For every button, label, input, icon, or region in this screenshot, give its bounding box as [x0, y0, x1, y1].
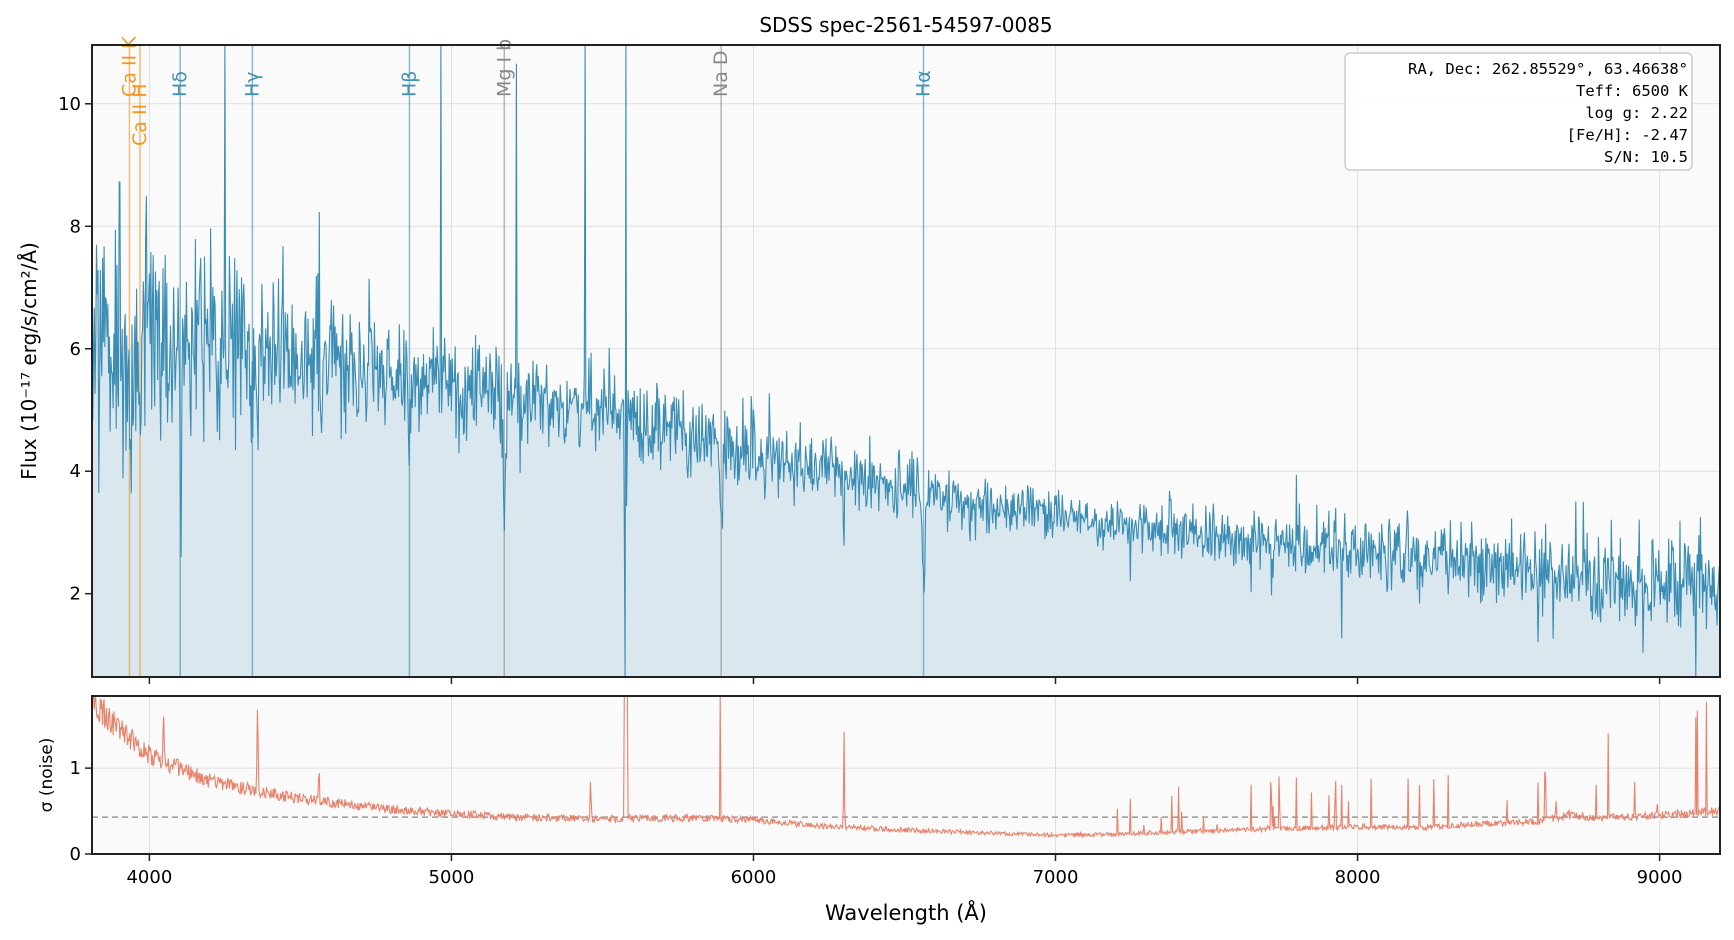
- y-tick-label: 2: [70, 584, 81, 605]
- x-tick-label: 4000: [126, 867, 172, 888]
- spectral-line-label: Hα: [913, 70, 935, 97]
- x-axis-label: Wavelength (Å): [825, 899, 987, 925]
- noise-panel: 0 1 4000 5000 6000 7000 8000 9000: [70, 695, 1721, 888]
- y-tick-label: 8: [70, 216, 81, 237]
- spectral-line-label: Hγ: [241, 71, 263, 97]
- x-tick-label: 7000: [1033, 867, 1079, 888]
- spectral-line-label: Ca II K: [118, 36, 140, 97]
- x-tick-label: 8000: [1335, 867, 1381, 888]
- y-tick-label: 0: [70, 844, 81, 865]
- chart-title: SDSS spec-2561-54597-0085: [759, 13, 1052, 37]
- x-tick-label: 6000: [731, 867, 777, 888]
- y-tick-label: 6: [70, 339, 81, 360]
- info-feh: [Fe/H]: -2.47: [1567, 126, 1688, 144]
- flux-series-group: [92, 45, 1720, 677]
- noise-series-line: [92, 696, 1720, 839]
- y-tick-label: 1: [70, 758, 81, 779]
- flux-series-line: [92, 45, 1720, 677]
- x-tick-label: 5000: [429, 867, 475, 888]
- flux-axes-frame: [91, 44, 1721, 678]
- spectral-line-label: Hδ: [169, 71, 191, 97]
- y-axis-label-noise: σ (noise): [37, 738, 57, 813]
- noise-series-group: [92, 696, 1720, 839]
- spectral-line-label: Hβ: [398, 71, 420, 97]
- noise-axes-frame: [91, 695, 1721, 855]
- info-logg: log g: 2.22: [1585, 104, 1688, 122]
- x-tick-label: 9000: [1637, 867, 1683, 888]
- info-sn: S/N: 10.5: [1604, 148, 1688, 166]
- y-axis-label-flux: Flux (10⁻¹⁷ erg/s/cm²/Å): [17, 242, 41, 480]
- info-teff: Teff: 6500 K: [1576, 82, 1689, 100]
- info-ra-dec: RA, Dec: 262.85529°, 63.46638°: [1408, 60, 1688, 78]
- spectral-line-label: Na D: [710, 50, 732, 97]
- spectral-line-label: Ca II H: [129, 84, 151, 146]
- spectral-line-label: Mg I b: [493, 39, 515, 97]
- y-tick-label: 4: [70, 461, 81, 482]
- flux-fill-area: [92, 45, 1720, 677]
- y-tick-label: 10: [58, 94, 81, 115]
- info-box: RA, Dec: 262.85529°, 63.46638° Teff: 650…: [1344, 52, 1693, 171]
